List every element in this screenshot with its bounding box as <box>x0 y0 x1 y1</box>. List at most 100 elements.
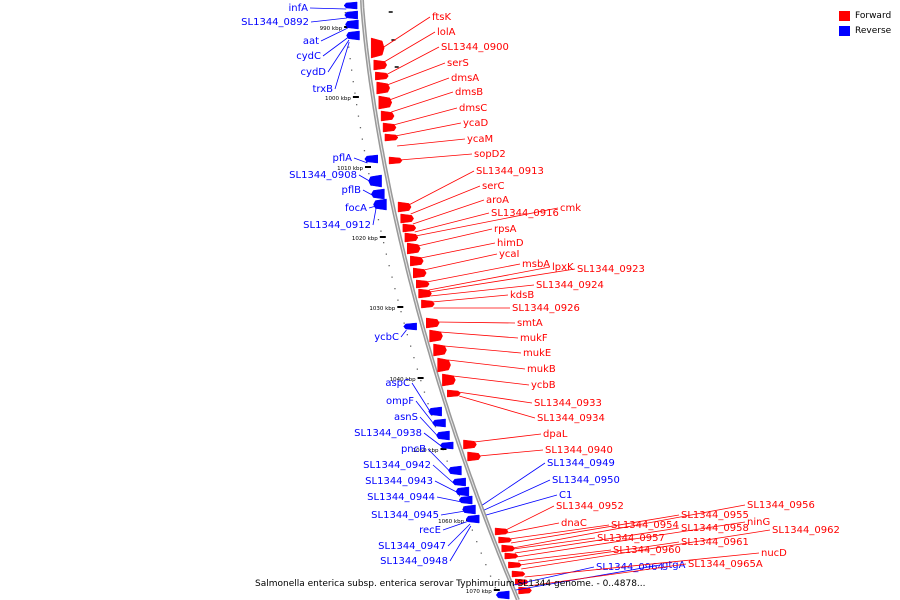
forward-gene-label-leader <box>506 522 560 534</box>
forward-gene-label-leader <box>414 212 490 233</box>
reverse-gene-label-leader <box>427 448 452 474</box>
forward-gene-label-leader <box>395 122 462 137</box>
forward-gene-label: ftsK <box>432 12 451 23</box>
reverse-gene-label: ycbC <box>374 332 399 343</box>
reverse-gene-label-leader <box>372 206 377 226</box>
reverse-gene-label: aspC <box>385 378 410 389</box>
reverse-swatch <box>839 26 850 36</box>
minor-tick <box>427 403 429 405</box>
reverse-gene-label-leader <box>440 510 466 516</box>
forward-gene-label: smtA <box>517 318 543 329</box>
reverse-gene-block <box>455 486 470 497</box>
minor-tick <box>420 380 422 382</box>
forward-gene-label-leader <box>517 549 612 562</box>
forward-gene-label: aroA <box>486 195 509 206</box>
reverse-gene-label-leader <box>353 157 368 164</box>
forward-gene-label-leader <box>512 504 746 549</box>
minor-tick <box>400 311 402 313</box>
reverse-gene-label: cydC <box>296 51 321 62</box>
reverse-gene-label-leader <box>400 329 407 338</box>
forward-gene-label: SL1344_0960 <box>613 545 681 556</box>
reverse-gene-label: SL1344_0938 <box>354 428 422 439</box>
forward-gene-label-leader <box>408 170 475 206</box>
forward-gene-label-leader <box>428 266 551 291</box>
minor-tick <box>403 322 405 324</box>
reverse-gene-label: SL1344_0948 <box>380 556 448 567</box>
minor-tick <box>388 265 390 267</box>
forward-gene-label: SL1344_0913 <box>476 166 544 177</box>
minor-tick <box>377 219 380 221</box>
reverse-gene-label: SL1344_0950 <box>552 475 620 486</box>
reverse-gene-label: asnS <box>394 412 418 423</box>
forward-gene-label: lolA <box>437 27 456 38</box>
reverse-gene-label-leader <box>327 39 350 73</box>
reverse-gene-block <box>448 465 462 476</box>
forward-gene-label: SL1344_0900 <box>441 42 509 53</box>
minor-tick <box>463 506 465 508</box>
reverse-gene-label-leader <box>310 17 347 23</box>
reverse-gene-label: C1 <box>559 490 572 501</box>
legend-reverse-label: Reverse <box>855 26 892 36</box>
minor-tick <box>356 104 358 106</box>
forward-gene-block <box>370 37 385 59</box>
forward-gene-block <box>382 122 397 133</box>
forward-gene-label-leader <box>431 294 509 303</box>
minor-tick <box>434 426 437 428</box>
forward-gene-block <box>380 110 395 122</box>
reverse-gene-label: SL1344_0943 <box>365 476 433 487</box>
reverse-gene-label-leader <box>447 523 471 547</box>
forward-gene-label: ycaI <box>499 249 520 260</box>
forward-gene-label-leader <box>524 552 760 578</box>
forward-gene-label-leader <box>528 563 687 587</box>
reverse-gene-label: SL1344_0942 <box>363 460 431 471</box>
forward-gene-label-leader <box>444 345 522 354</box>
forward-gene-label-leader <box>417 228 493 247</box>
reverse-gene-label-leader <box>415 400 436 427</box>
forward-gene-block <box>437 357 451 373</box>
forward-gene-label-leader <box>423 253 498 271</box>
reverse-gene-block <box>452 477 466 487</box>
minor-tick <box>394 288 396 290</box>
reverse-gene-block <box>465 514 480 524</box>
forward-gene-block <box>447 389 461 398</box>
forward-gene-label-leader <box>521 529 771 570</box>
reverse-gene-label-leader <box>423 432 443 448</box>
forward-gene-block <box>442 373 456 387</box>
forward-gene-label: dpaL <box>543 429 568 440</box>
reverse-gene-block <box>403 322 417 331</box>
minor-tick <box>413 357 415 359</box>
reverse-gene-label-leader <box>484 479 551 511</box>
minor-tick <box>359 127 362 129</box>
forward-gene-block <box>498 536 512 544</box>
genome-backbone-highlight <box>361 0 519 600</box>
forward-gene-label-leader <box>457 391 533 404</box>
legend-reverse: Reverse <box>839 26 891 36</box>
forward-gene-block <box>463 439 477 450</box>
forward-gene-block <box>467 451 481 462</box>
reverse-gene-label: pflA <box>333 153 353 164</box>
minor-tick <box>431 414 433 416</box>
forward-gene-label: ycaD <box>463 118 489 129</box>
reverse-gene-label: SL1344_0947 <box>378 541 446 552</box>
forward-gene-label-leader <box>519 541 680 566</box>
forward-gene-label-leader <box>399 153 473 161</box>
minor-tick <box>480 552 482 554</box>
tick-label: 990 kbp <box>320 26 343 32</box>
minor-tick <box>351 69 353 71</box>
forward-gene-label-leader <box>410 185 481 215</box>
forward-gene-block <box>515 578 529 586</box>
reverse-gene-label: ompF <box>386 396 414 407</box>
minor-tick <box>380 230 382 232</box>
forward-gene-label-leader <box>459 395 536 419</box>
tick-label: 1070 kbp <box>466 589 492 595</box>
reverse-gene-label-leader <box>322 36 349 57</box>
forward-gene-label: serS <box>447 58 469 69</box>
forward-gene-label-leader <box>516 521 746 558</box>
forward-gene-label: SL1344_0962 <box>772 525 840 536</box>
minor-tick <box>349 58 351 60</box>
reverse-gene-block <box>428 406 442 417</box>
reverse-gene-block <box>371 188 385 200</box>
forward-gene-block <box>388 156 403 165</box>
forward-gene-block <box>504 552 519 560</box>
